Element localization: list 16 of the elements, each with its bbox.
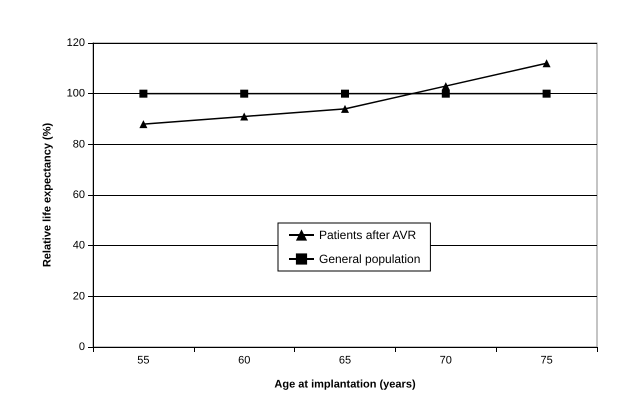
legend-label: General population <box>319 252 420 266</box>
y-axis-title: Relative life expectancy (%) <box>42 122 54 268</box>
x-tick-label: 60 <box>238 354 250 366</box>
y-tick-label: 120 <box>66 37 85 49</box>
x-tick-label: 75 <box>540 354 553 366</box>
x-tick-label: 70 <box>440 354 452 366</box>
y-tick-label: 100 <box>66 88 85 100</box>
y-tick-label: 60 <box>72 189 85 201</box>
x-tick-label: 65 <box>338 354 352 366</box>
y-tick-label: 20 <box>72 290 85 302</box>
y-tick-label: 0 <box>78 341 85 353</box>
y-tick-label: 80 <box>72 138 85 150</box>
x-axis-title: Age at implantation (years) <box>274 378 416 390</box>
y-tick-label: 40 <box>72 240 85 252</box>
legend-label: Patients after AVR <box>319 228 416 242</box>
x-tick-label: 55 <box>137 354 150 366</box>
